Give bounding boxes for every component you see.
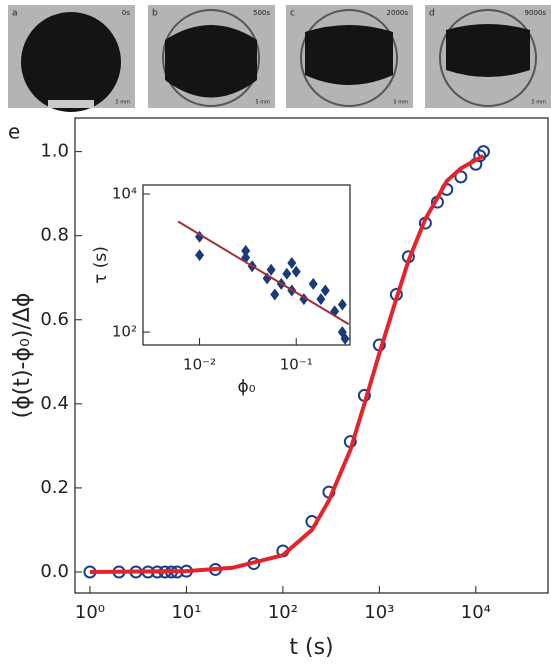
x-tick-label: 10⁴ <box>461 602 491 623</box>
y-tick-label: 0.4 <box>40 393 69 414</box>
fit-line <box>89 154 485 574</box>
point <box>266 263 276 276</box>
panel-time: 500s <box>253 9 270 17</box>
panel-time: 2000s <box>387 9 409 17</box>
scale-bar: 5 mm <box>393 100 408 106</box>
scale-bar: 5 mm <box>531 100 546 106</box>
point <box>320 284 330 297</box>
x-tick-label: 10² <box>268 602 298 623</box>
x-tick-label: 10⁻¹ <box>280 356 313 374</box>
fit-line <box>177 220 350 326</box>
point <box>282 267 292 280</box>
point <box>291 265 301 278</box>
panel-label: b <box>152 9 158 19</box>
panel-label: a <box>12 9 18 19</box>
x-tick-label: 10⁻² <box>183 356 216 374</box>
panel-label: d <box>429 9 435 19</box>
y-axis-label: τ (s) <box>91 246 111 284</box>
x-tick-label: 10¹ <box>171 602 201 623</box>
x-tick-label: 10³ <box>364 602 394 623</box>
x-axis-label: t (s) <box>289 635 333 660</box>
y-tick-label: 0.6 <box>40 309 69 330</box>
x-axis-label: ϕ₀ <box>237 377 255 397</box>
y-axis-label: (ϕ(t)-ϕ₀)/Δϕ <box>10 293 35 419</box>
scale-bar: 5 mm <box>115 100 130 106</box>
point <box>316 293 326 306</box>
y-tick-label: 1.0 <box>40 141 69 162</box>
photo <box>148 5 275 108</box>
plot-frame <box>142 184 351 346</box>
scale-bar: 5 mm <box>255 100 270 106</box>
y-tick-label: 10⁴ <box>112 184 137 202</box>
y-tick-label: 0.2 <box>40 477 69 498</box>
point <box>195 249 205 262</box>
panel-time: 0s <box>122 9 130 17</box>
y-tick-label: 0.0 <box>40 561 69 582</box>
photo <box>425 5 551 108</box>
x-tick-label: 10⁰ <box>75 602 105 623</box>
point <box>270 288 280 301</box>
y-tick-label: 0.8 <box>40 225 69 246</box>
point <box>454 170 468 184</box>
point <box>340 332 350 345</box>
point <box>308 277 318 290</box>
panel-time: 9000s <box>525 9 547 17</box>
point <box>337 298 347 311</box>
photo-panels: a 0s 5 mm b 500s 5 mm c 2000s 5 mm d 900… <box>8 5 551 112</box>
panel-label: c <box>290 9 295 19</box>
photo <box>8 5 135 112</box>
point <box>287 257 297 270</box>
point <box>241 244 251 257</box>
figure-label: e <box>8 120 20 144</box>
y-tick-label: 10² <box>112 323 137 341</box>
photo <box>286 5 413 108</box>
